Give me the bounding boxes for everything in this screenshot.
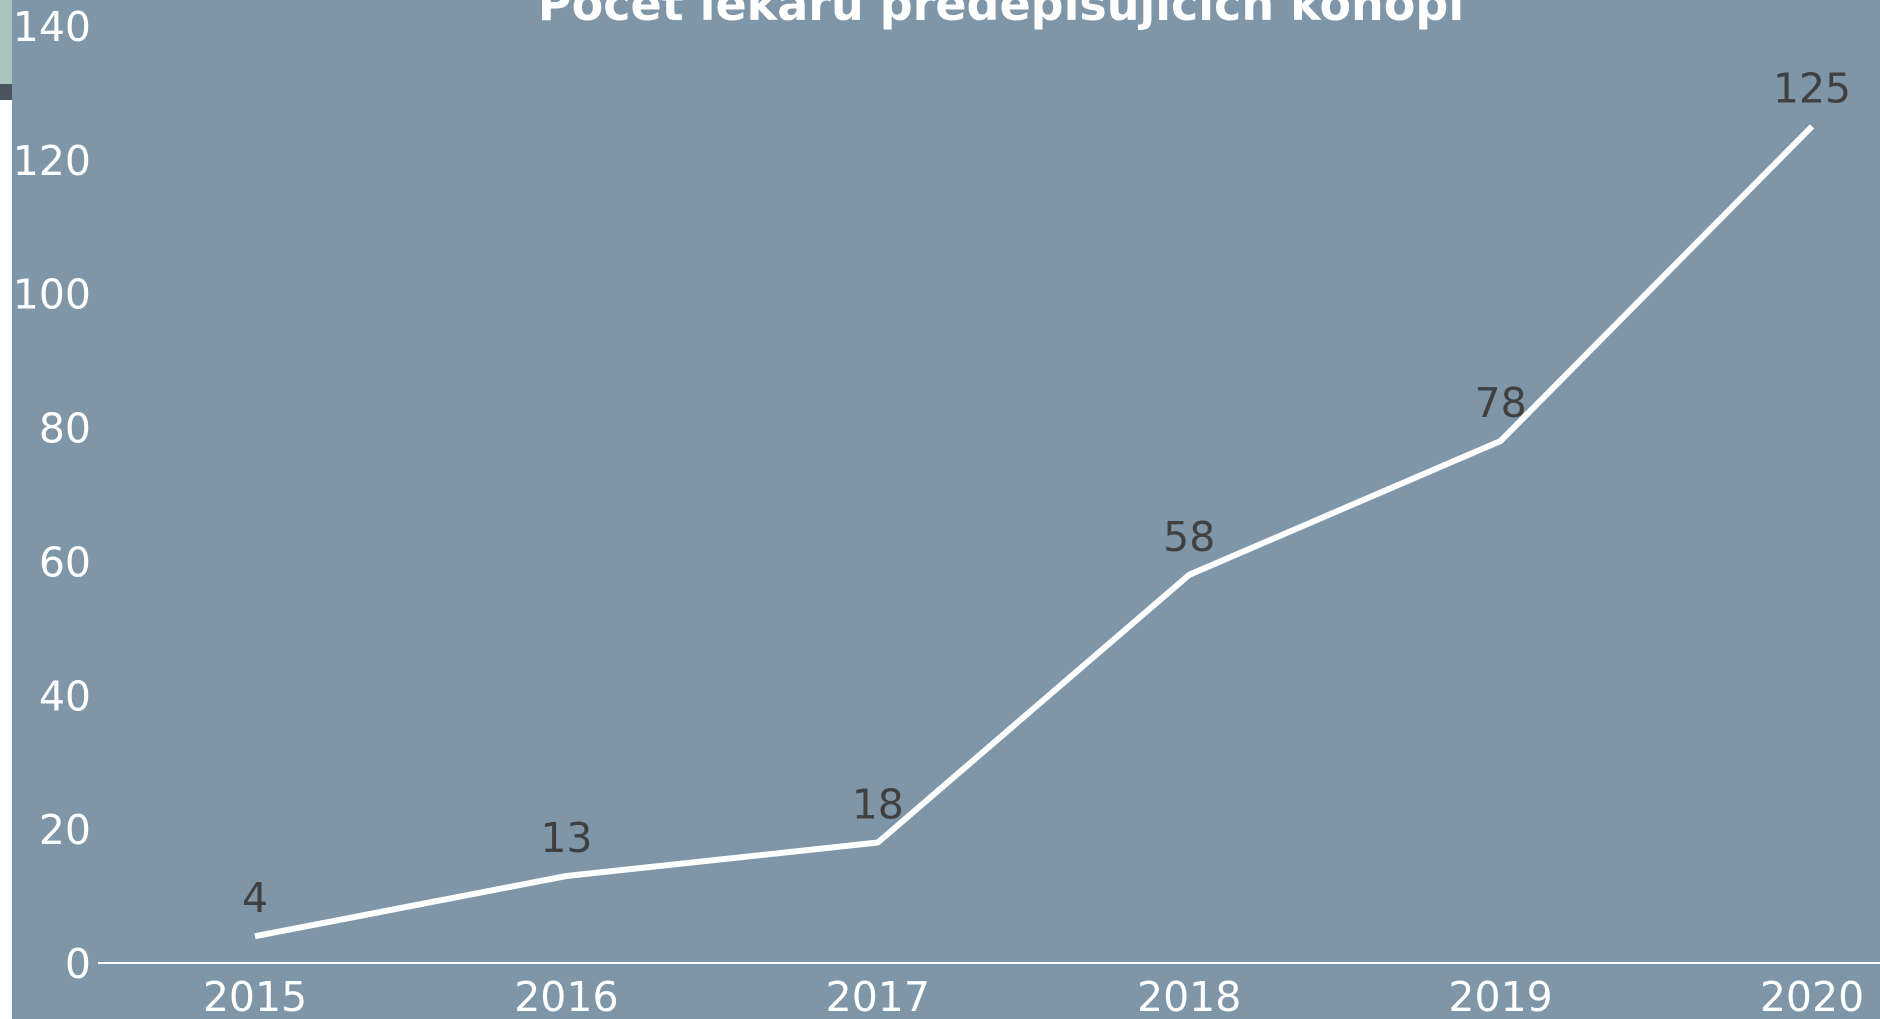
y-tick-label: 20 (39, 806, 91, 854)
corner-thumbnail (0, 0, 12, 90)
y-tick-label: 120 (13, 137, 91, 185)
background (0, 0, 1880, 1019)
data-label: 58 (1163, 513, 1215, 561)
x-tick-label: 2017 (826, 973, 930, 1019)
y-tick-label: 40 (39, 672, 91, 720)
data-label: 4 (242, 874, 268, 922)
data-label: 125 (1773, 64, 1851, 112)
chart: Počet lékařů předepisujících konopí 0 20 4… (0, 0, 1880, 1019)
y-tick-label: 100 (13, 271, 91, 319)
x-tick-label: 2016 (514, 973, 618, 1019)
page: {"chart_data": {"type": "line", "title":… (0, 0, 1880, 1019)
data-label: 18 (852, 781, 904, 829)
data-label: 78 (1475, 379, 1527, 427)
y-tick-label: 140 (13, 3, 91, 51)
x-tick-label: 2020 (1760, 973, 1864, 1019)
left-edge (0, 0, 12, 1019)
x-tick-label: 2015 (203, 973, 307, 1019)
y-tick-label: 0 (65, 940, 91, 988)
y-tick-label: 60 (39, 538, 91, 586)
chart-title: Počet lékařů předepisujících konopí (538, 0, 1466, 31)
corner-bar (0, 84, 12, 100)
x-tick-label: 2019 (1448, 973, 1552, 1019)
y-tick-label: 80 (39, 405, 91, 453)
data-label: 13 (540, 814, 592, 862)
x-tick-label: 2018 (1137, 973, 1241, 1019)
